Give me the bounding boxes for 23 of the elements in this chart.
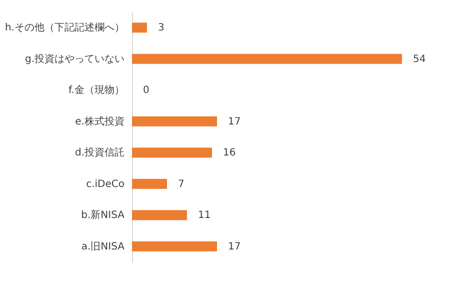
- y-tick-label: c.iDeCo: [86, 178, 124, 190]
- y-tick-label: h.その他（下記記述欄へ）: [4, 22, 124, 34]
- data-label: 17: [228, 241, 241, 252]
- data-label: 17: [228, 116, 241, 128]
- bar: [132, 210, 187, 220]
- data-label: 3: [158, 22, 164, 34]
- y-tick-label: f.金（現物）: [68, 84, 124, 96]
- data-label: 11: [198, 210, 211, 222]
- data-label: 54: [413, 54, 426, 65]
- data-label: 7: [178, 178, 184, 190]
- y-tick-label: e.株式投資: [75, 115, 124, 128]
- bar: [132, 241, 217, 252]
- data-label: 16: [223, 148, 236, 159]
- data-label: 0: [143, 85, 150, 96]
- y-tick-label: a.旧NISA: [81, 240, 125, 252]
- y-tick-label: b.新NISA: [81, 209, 125, 222]
- y-tick-label: g.投資はやっていない: [24, 52, 124, 65]
- bar: [132, 54, 402, 64]
- bar: [132, 22, 147, 33]
- bar: [132, 178, 167, 189]
- bar: [132, 148, 212, 158]
- y-tick-label: d.投資信託: [74, 146, 124, 159]
- bar: [132, 116, 217, 126]
